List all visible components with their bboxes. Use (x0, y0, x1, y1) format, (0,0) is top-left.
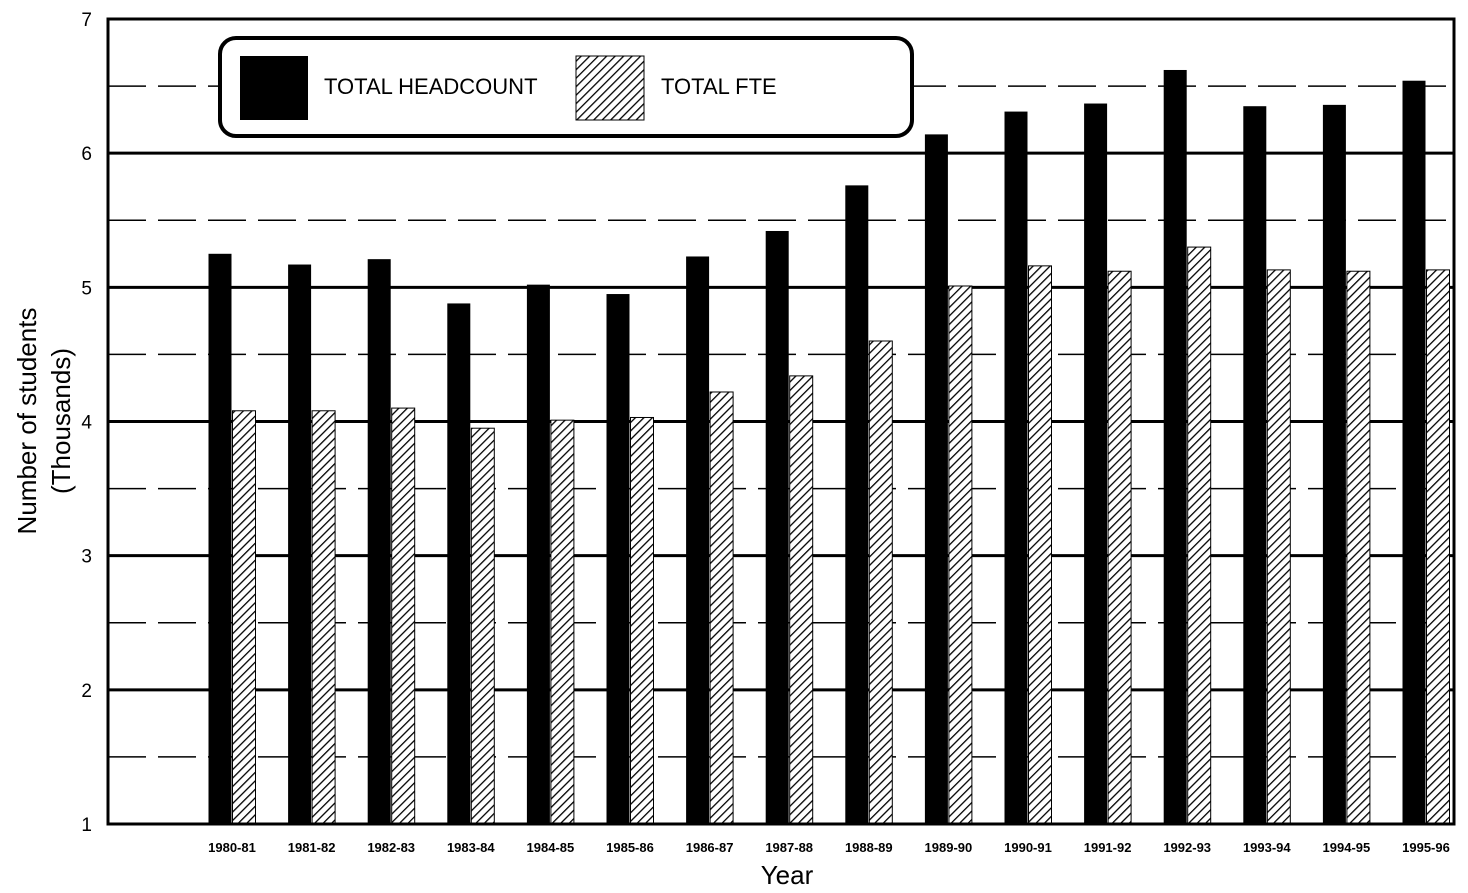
x-tick-label: 1980-81 (208, 840, 256, 855)
legend: TOTAL HEADCOUNT TOTAL FTE (218, 36, 914, 138)
bar-headcount (208, 253, 232, 824)
y-axis-title: Number of students (12, 308, 42, 535)
y-tick-label: 7 (81, 10, 92, 31)
bar-fte (1346, 270, 1371, 825)
bar-headcount (526, 284, 550, 824)
y-tick-label: 2 (81, 681, 92, 702)
bar-headcount (606, 294, 630, 825)
bar-fte (391, 407, 416, 825)
plot-frame (106, 17, 1456, 826)
y-tick-label: 6 (81, 144, 92, 165)
x-tick-label: 1988-89 (845, 840, 893, 855)
y-tick-label: 1 (81, 815, 92, 836)
bar-fte (709, 391, 734, 825)
x-tick-label: 1995-96 (1402, 840, 1450, 855)
bar-headcount (1004, 111, 1028, 824)
x-tick-labels: 1980-81 1981-82 1982-83 1983-84 1984-85 1985-… (208, 840, 1450, 855)
bar-fte (948, 285, 973, 825)
x-tick-label: 1981-82 (288, 840, 336, 855)
bar-fte (789, 375, 814, 825)
bar-headcount (447, 303, 471, 824)
bar-fte (470, 427, 495, 825)
bar-fte (1266, 269, 1291, 825)
x-tick-label: 1984-85 (527, 840, 575, 855)
legend-swatch-fte (575, 55, 645, 121)
bar-headcount (367, 259, 391, 824)
bars (208, 69, 1450, 825)
bar-headcount (686, 256, 710, 825)
x-tick-label: 1987-88 (765, 840, 813, 855)
bar-headcount (1322, 104, 1346, 824)
y-tick-label: 3 (81, 547, 92, 568)
bar-headcount (1402, 80, 1426, 824)
bar-headcount (845, 185, 869, 824)
y-tick-labels: 1 2 3 4 5 6 7 (81, 10, 92, 836)
y-tick-label: 5 (81, 278, 92, 299)
x-tick-label: 1986-87 (686, 840, 734, 855)
bar-headcount (765, 230, 789, 824)
bar-fte (630, 416, 654, 825)
legend-box (218, 36, 914, 138)
x-tick-label: 1989-90 (925, 840, 973, 855)
bar-headcount (924, 134, 948, 825)
bar-fte (550, 419, 575, 825)
x-tick-label: 1983-84 (447, 840, 495, 855)
bar-headcount (1084, 103, 1108, 824)
bar-fte (868, 340, 893, 825)
x-tick-label: 1991-92 (1084, 840, 1132, 855)
bar-fte (1426, 269, 1450, 825)
bar-fte (232, 410, 256, 825)
legend-label-fte: TOTAL FTE (661, 74, 777, 99)
bar-fte (1107, 270, 1132, 825)
bar-headcount (1243, 106, 1267, 825)
x-tick-label: 1982-83 (367, 840, 415, 855)
legend-label-headcount: TOTAL HEADCOUNT (324, 74, 538, 99)
x-tick-label: 1990-91 (1004, 840, 1052, 855)
bar-headcount (1163, 69, 1187, 824)
bar-headcount (288, 264, 312, 824)
bar-fte (311, 410, 336, 825)
bar-fte (1028, 265, 1052, 825)
y-tick-label: 4 (81, 413, 92, 434)
x-axis-title: Year (761, 860, 814, 890)
x-tick-label: 1985-86 (606, 840, 654, 855)
x-tick-label: 1993-94 (1243, 840, 1291, 855)
x-tick-label: 1994-95 (1323, 840, 1371, 855)
y-axis-unit: (Thousands) (46, 348, 76, 494)
x-tick-label: 1992-93 (1163, 840, 1211, 855)
legend-swatch-headcount (240, 56, 308, 120)
bar-fte (1187, 246, 1212, 825)
